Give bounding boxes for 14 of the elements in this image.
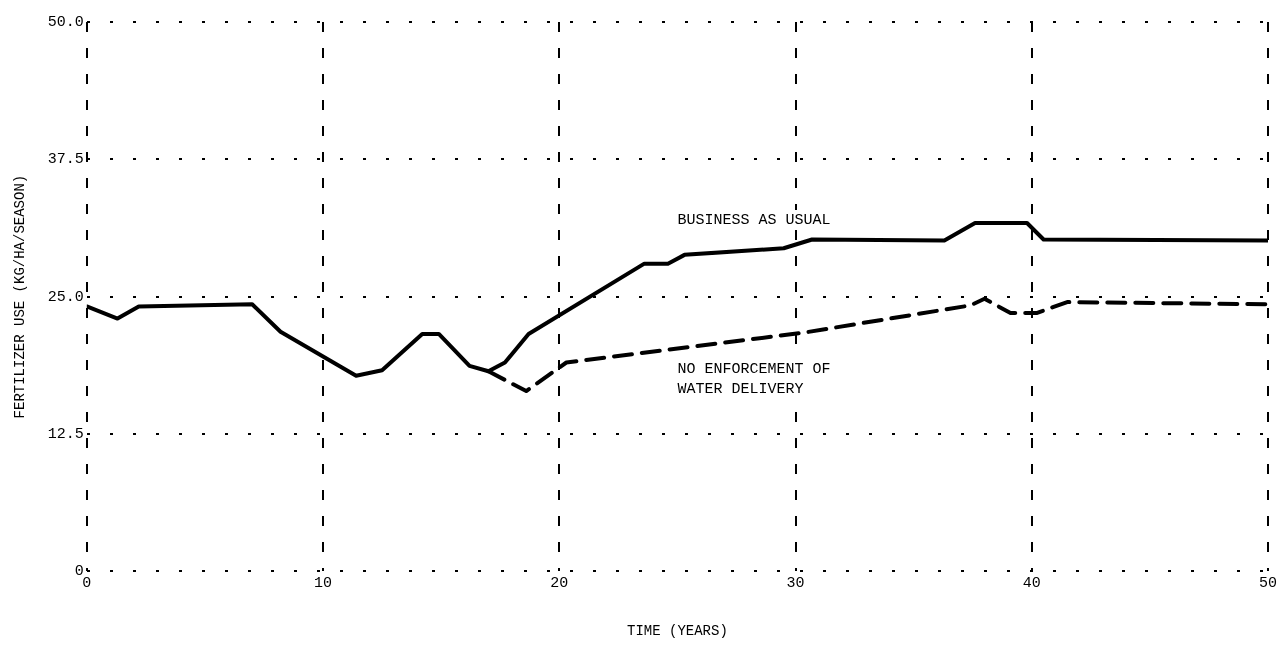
x-tick-label: 20	[550, 575, 569, 593]
y-tick-label: 0	[74, 563, 84, 581]
y-tick-label: 25.0	[47, 288, 84, 306]
x-axis-title: TIME (YEARS)	[626, 623, 728, 640]
y-axis-title: FERTILIZER USE (KG/HA/SEASON)	[12, 174, 29, 419]
x-tick-label: 50	[1258, 575, 1278, 593]
annotation: NO ENFORCEMENT OF WATER DELIVERY	[677, 360, 831, 398]
y-tick-label: 37.5	[47, 151, 84, 169]
x-tick-label: 40	[1022, 575, 1041, 593]
annotation: BUSINESS AS USUAL	[677, 212, 831, 230]
y-tick-label: 12.5	[47, 425, 84, 443]
x-tick-label: 10	[314, 575, 333, 593]
x-tick-label: 30	[786, 575, 805, 593]
y-tick-label: 50.0	[47, 13, 84, 31]
